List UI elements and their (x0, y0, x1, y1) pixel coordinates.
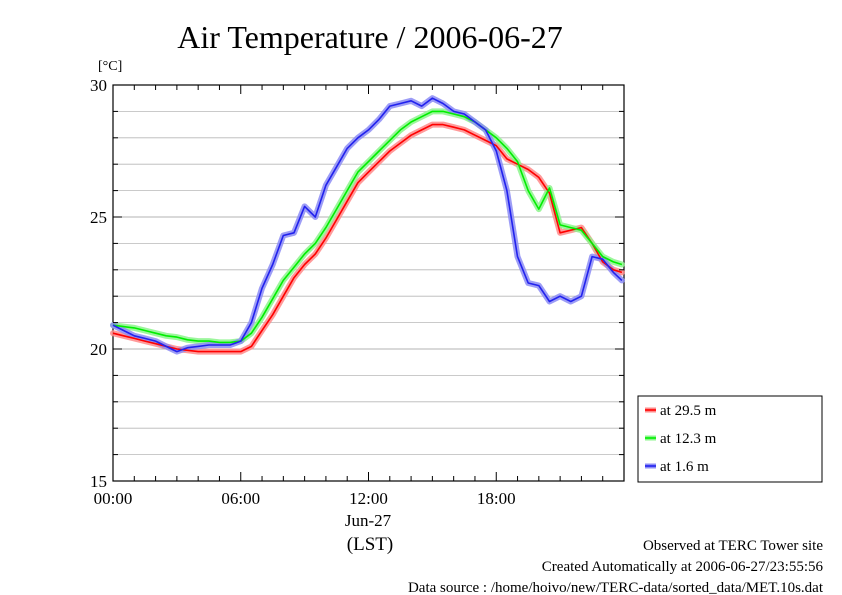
x-tick-label: 18:00 (477, 489, 516, 508)
series-layer (110, 95, 625, 355)
legend-label: at 29.5 m (660, 403, 717, 419)
series-halo-2 (110, 95, 625, 355)
grid-lines (113, 111, 624, 456)
y-tick-label: 15 (90, 472, 107, 491)
y-tick-label: 20 (90, 340, 107, 359)
legend: at 29.5 m at 12.3 m at 1.6 m (637, 395, 823, 483)
plot-area (110, 84, 625, 482)
chart-title: Air Temperature / 2006-06-27 (177, 19, 563, 55)
y-tick-label: 25 (90, 208, 107, 227)
legend-box (637, 395, 823, 483)
y-axis: 15 20 25 30 (90, 76, 624, 491)
legend-label: at 12.3 m (660, 431, 717, 447)
footer-created: Created Automatically at 2006-06-27/23:5… (542, 559, 824, 575)
y-unit-label: [°C] (98, 59, 122, 74)
x-axis-label: (LST) (347, 534, 393, 555)
series-line-2 (112, 97, 623, 353)
x-date-label: Jun-27 (345, 511, 392, 530)
x-tick-label: 06:00 (221, 489, 260, 508)
footer-site: Observed at TERC Tower site (643, 538, 823, 554)
series-line-0 (112, 123, 623, 353)
series-line-1 (112, 110, 623, 344)
y-tick-label: 30 (90, 76, 107, 95)
x-tick-label: 12:00 (349, 489, 388, 508)
plot-frame (112, 84, 625, 482)
x-axis: 00:00 06:00 12:00 18:00 (94, 85, 625, 508)
footer-source: Data source : /home/hoivo/new/TERC-data/… (408, 580, 824, 595)
legend-items: at 29.5 m at 12.3 m at 1.6 m (645, 403, 717, 475)
x-tick-label: 00:00 (94, 489, 133, 508)
series-halo-1 (110, 108, 625, 346)
legend-label: at 1.6 m (660, 459, 709, 475)
